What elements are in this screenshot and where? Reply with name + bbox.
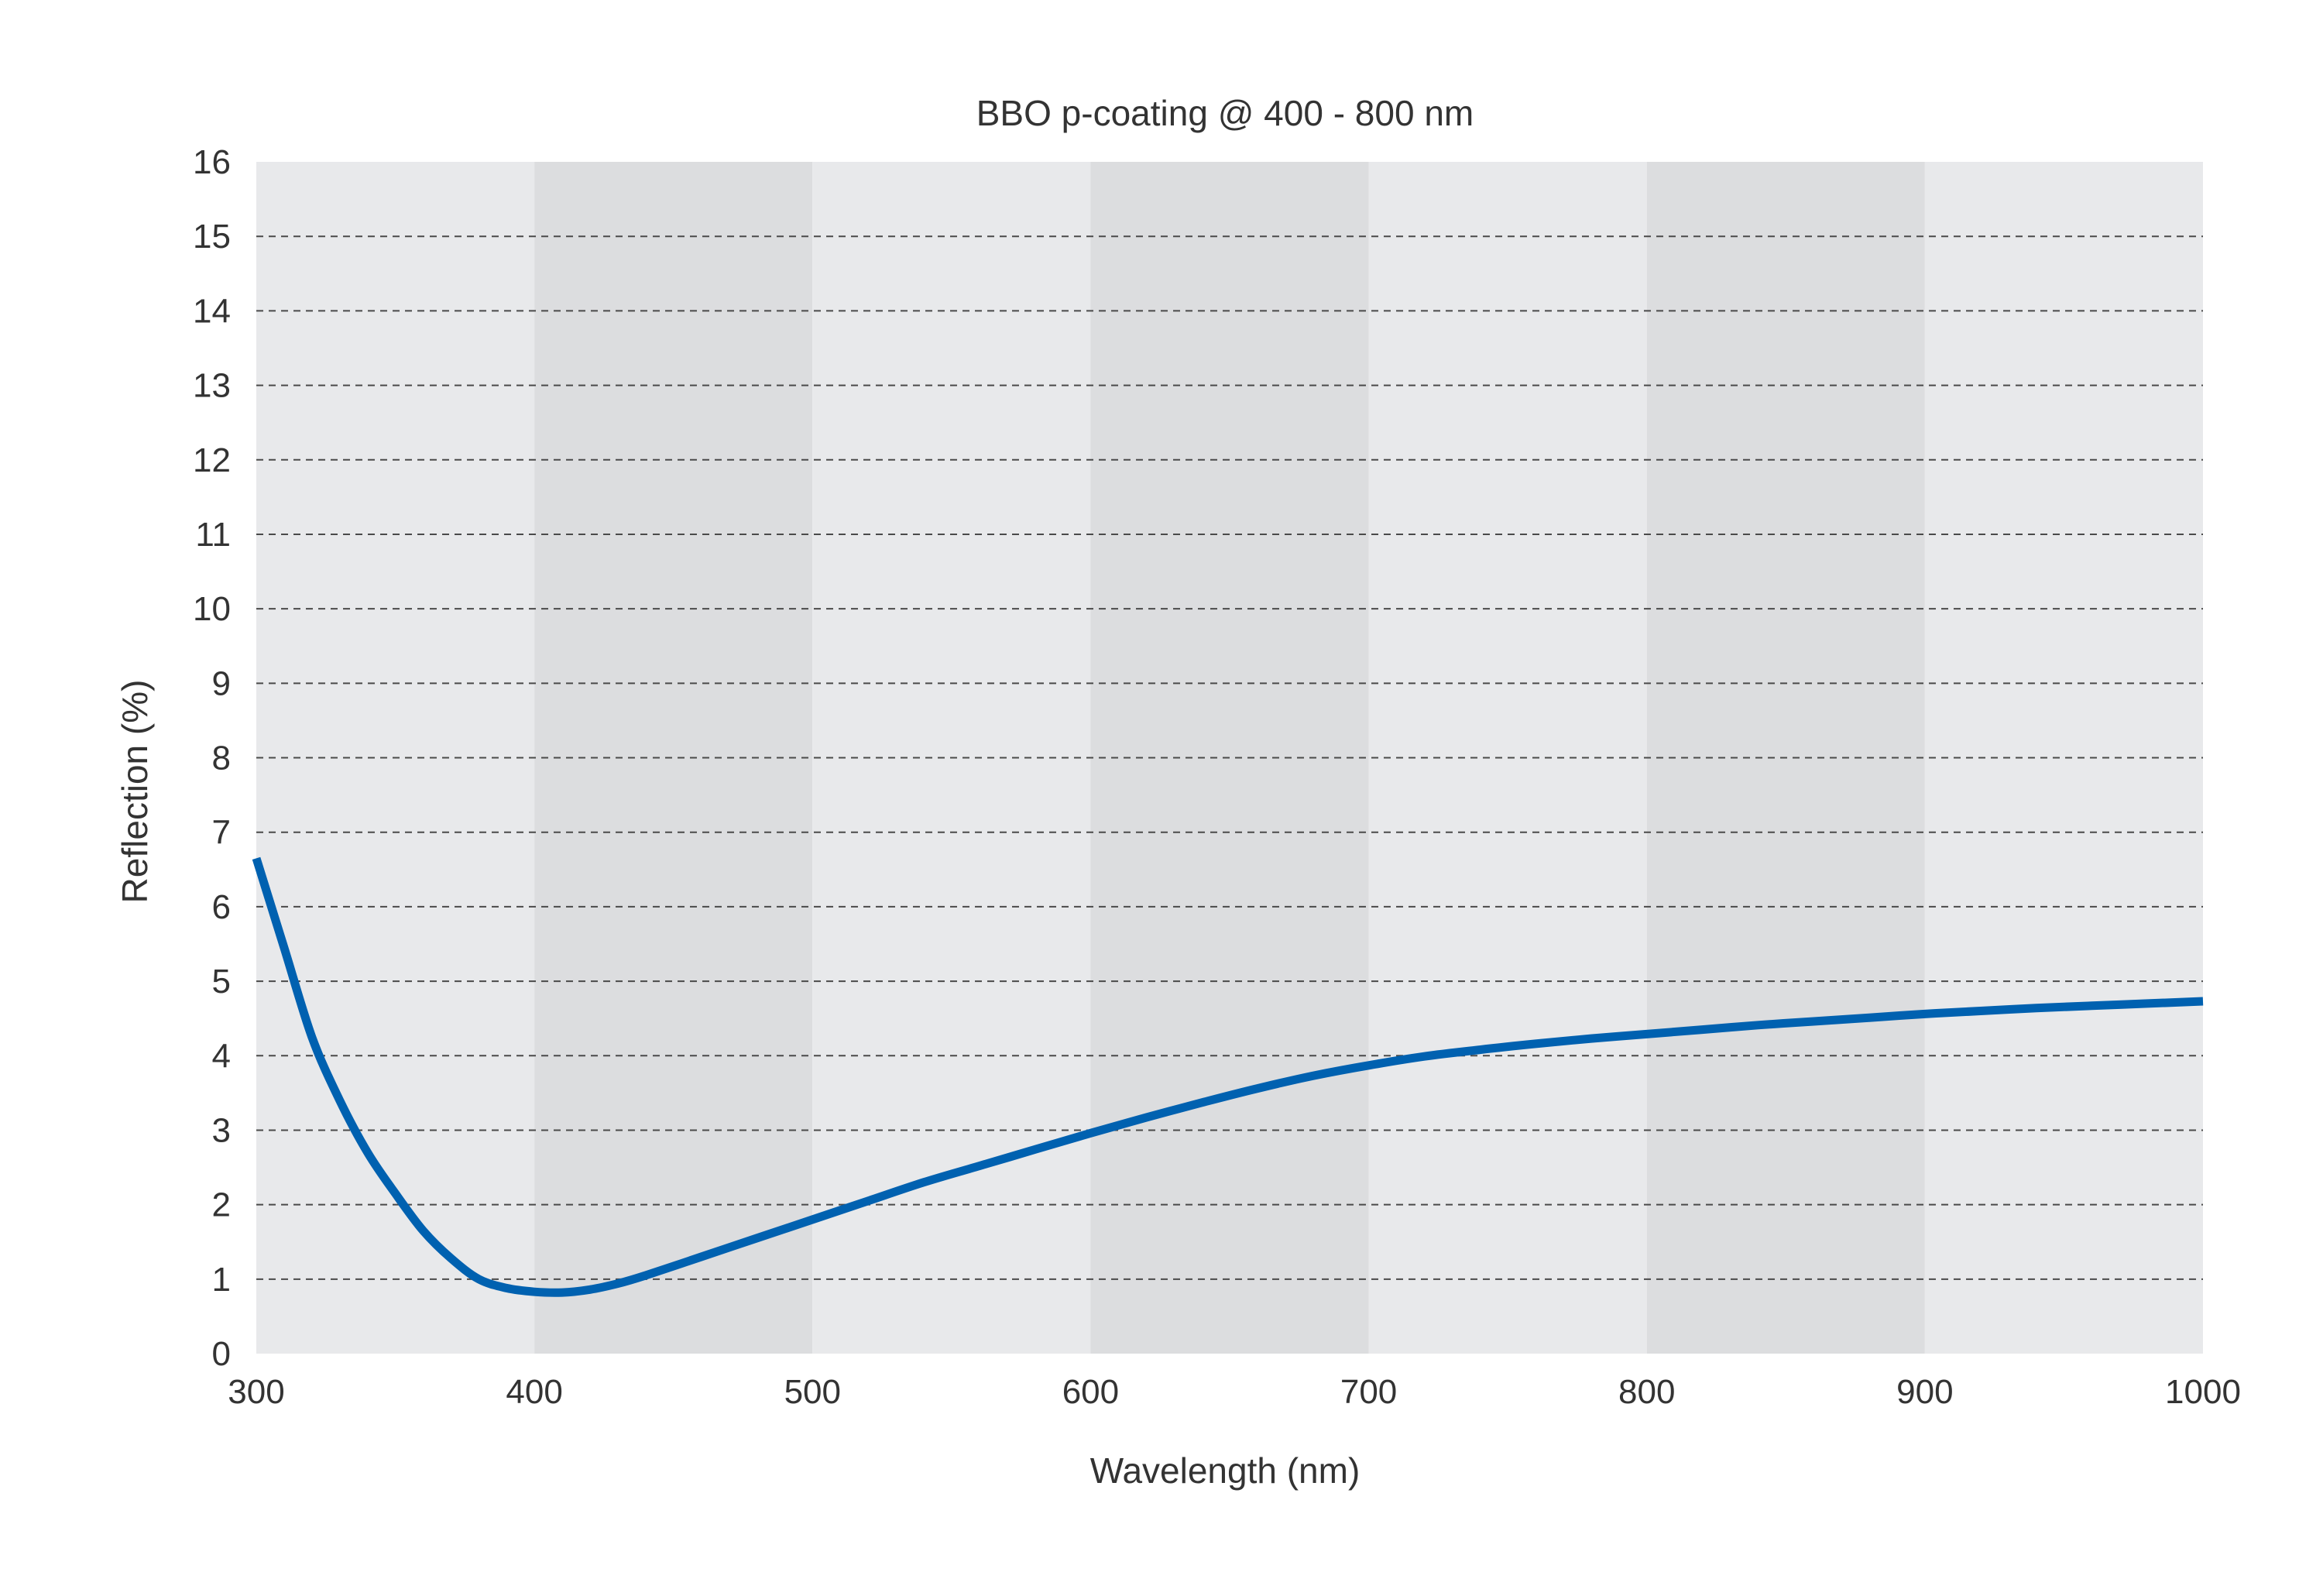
y-tick-label: 3 — [212, 1111, 231, 1149]
y-tick-label: 9 — [212, 664, 231, 702]
y-tick-label: 14 — [193, 292, 231, 330]
y-tick-label: 13 — [193, 367, 231, 405]
x-tick-label: 500 — [784, 1373, 841, 1411]
x-tick-label: 800 — [1618, 1373, 1675, 1411]
y-tick-label: 5 — [212, 963, 231, 1001]
y-tick-label: 7 — [212, 814, 231, 852]
series-group — [252, 856, 2204, 1297]
x-tick-label: 400 — [506, 1373, 562, 1411]
y-axis-title: Reflection (%) — [115, 680, 155, 904]
y-tick-label: 11 — [195, 516, 231, 554]
x-tick-label: 600 — [1062, 1373, 1119, 1411]
x-axis-title: Wavelength (nm) — [1090, 1450, 1361, 1491]
x-tick-label: 900 — [1896, 1373, 1953, 1411]
x-tick-label: 300 — [228, 1373, 284, 1411]
x-tick-label: 700 — [1340, 1373, 1397, 1411]
y-tick-label: 16 — [193, 143, 231, 181]
y-tick-label: 15 — [193, 218, 231, 256]
y-tick-label: 6 — [212, 888, 231, 926]
gridlines — [256, 235, 2203, 1280]
y-tick-label: 8 — [212, 740, 231, 777]
y-tick-label: 10 — [193, 590, 231, 628]
x-tick-labels: 300 400 500 600 700 800 900 1000 — [228, 1373, 2241, 1411]
y-tick-label: 12 — [193, 441, 231, 479]
x-tick-label: 1000 — [2165, 1373, 2241, 1411]
reflection-series-line — [252, 856, 2204, 1297]
y-tick-label: 0 — [212, 1335, 231, 1373]
y-tick-label: 1 — [212, 1261, 231, 1299]
y-tick-label: 4 — [212, 1037, 231, 1075]
y-tick-label: 2 — [212, 1186, 231, 1224]
chart-title: BBO p-coating @ 400 - 800 nm — [976, 93, 1474, 133]
